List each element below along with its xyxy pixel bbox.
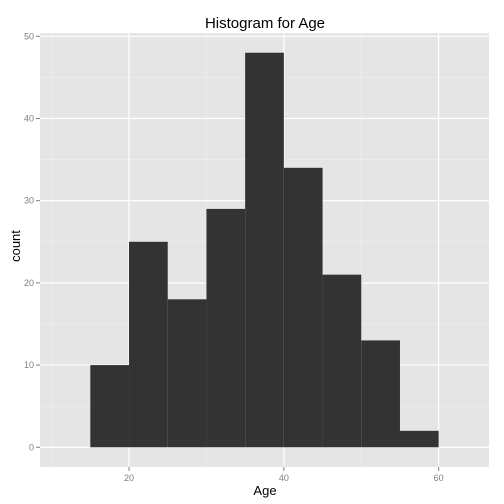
y-axis: 0 10 20 30 40 50	[24, 31, 40, 452]
y-axis-title: count	[8, 230, 23, 262]
histogram-bar	[361, 340, 400, 448]
chart-title: Histogram for Age	[205, 15, 325, 32]
y-tick-label: 20	[24, 278, 34, 288]
x-axis: 20 40 60	[124, 467, 444, 483]
histogram-bar	[399, 430, 439, 448]
y-tick-label: 40	[24, 113, 34, 123]
histogram-bar	[283, 167, 323, 448]
y-tick-label: 50	[24, 31, 34, 41]
histogram-bar	[129, 241, 168, 448]
histogram-bar	[322, 274, 362, 448]
histogram-bar	[167, 299, 207, 448]
x-tick-label: 40	[279, 473, 289, 483]
histogram-bar	[206, 208, 246, 448]
x-axis-title: Age	[253, 483, 276, 498]
y-tick-label: 10	[24, 360, 34, 370]
histogram-bars	[90, 52, 439, 448]
x-tick-label: 60	[434, 473, 444, 483]
histogram-bar	[245, 52, 284, 448]
histogram-bar	[90, 365, 130, 448]
y-tick-label: 30	[24, 196, 34, 206]
x-tick-label: 20	[124, 473, 134, 483]
y-tick-label: 0	[29, 442, 34, 452]
